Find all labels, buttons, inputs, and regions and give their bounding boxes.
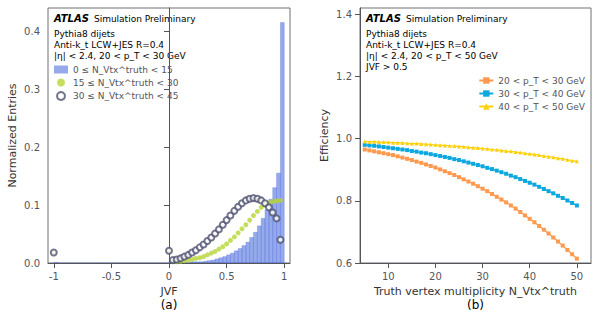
svg-text:10: 10 — [382, 271, 395, 282]
svg-text:20: 20 — [429, 271, 442, 282]
svg-text:0.2: 0.2 — [24, 142, 40, 153]
svg-text:ATLAS: ATLAS — [365, 13, 401, 24]
svg-text:JVF > 0.5: JVF > 0.5 — [365, 62, 408, 72]
svg-text:Pythia8 dijets: Pythia8 dijets — [366, 29, 427, 39]
svg-text:0.6: 0.6 — [336, 258, 352, 269]
svg-text:Truth vertex multiplicity N_Vt: Truth vertex multiplicity N_Vtx^truth — [373, 285, 577, 298]
svg-text:-0.5: -0.5 — [102, 271, 122, 282]
svg-text:0.4: 0.4 — [24, 26, 40, 37]
svg-text:30: 30 — [476, 271, 489, 282]
svg-text:-1: -1 — [49, 271, 59, 282]
svg-text:40 < p_T < 50 GeV: 40 < p_T < 50 GeV — [498, 102, 586, 112]
svg-text:15 ≤ N_Vtx^truth < 30: 15 ≤ N_Vtx^truth < 30 — [73, 78, 179, 88]
svg-text:1.4: 1.4 — [336, 9, 352, 20]
svg-text:ATLAS: ATLAS — [53, 13, 89, 24]
svg-text:50: 50 — [570, 271, 583, 282]
svg-text:Simulation Preliminary: Simulation Preliminary — [94, 14, 196, 24]
svg-text:Anti-k_t LCW+JES R=0.4: Anti-k_t LCW+JES R=0.4 — [366, 40, 476, 50]
svg-text:0.5: 0.5 — [219, 271, 235, 282]
svg-text:30 ≤ N_Vtx^truth < 45: 30 ≤ N_Vtx^truth < 45 — [73, 91, 178, 101]
svg-text:1.0: 1.0 — [336, 133, 352, 144]
svg-text:(b): (b) — [467, 298, 484, 312]
svg-text:|η| < 2.4, 20 < p_T < 50 GeV: |η| < 2.4, 20 < p_T < 50 GeV — [366, 51, 499, 61]
svg-text:0.8: 0.8 — [336, 195, 352, 206]
svg-text:Efficiency: Efficiency — [318, 109, 331, 162]
svg-text:Normalized Entries: Normalized Entries — [6, 83, 19, 187]
svg-text:Anti-k_t LCW+JES R=0.4: Anti-k_t LCW+JES R=0.4 — [54, 40, 164, 50]
svg-text:Simulation Preliminary: Simulation Preliminary — [406, 14, 508, 24]
svg-text:40: 40 — [523, 271, 536, 282]
svg-text:30 < p_T < 40 GeV: 30 < p_T < 40 GeV — [498, 89, 586, 99]
svg-text:20 < p_T < 30 GeV: 20 < p_T < 30 GeV — [498, 76, 586, 86]
svg-text:0: 0 — [166, 271, 172, 282]
svg-text:(a): (a) — [161, 298, 178, 312]
svg-text:|η| < 2.4, 20 < p_T < 30 GeV: |η| < 2.4, 20 < p_T < 30 GeV — [54, 51, 187, 61]
svg-text:1: 1 — [281, 271, 287, 282]
svg-text:0.3: 0.3 — [24, 84, 40, 95]
svg-text:Pythia8 dijets: Pythia8 dijets — [54, 29, 115, 39]
svg-text:JVF: JVF — [159, 285, 177, 298]
svg-text:0 ≤ N_Vtx^truth < 15: 0 ≤ N_Vtx^truth < 15 — [73, 65, 173, 75]
svg-text:1.2: 1.2 — [336, 71, 352, 82]
svg-text:0.1: 0.1 — [24, 200, 40, 211]
svg-text:0.0: 0.0 — [24, 258, 40, 269]
